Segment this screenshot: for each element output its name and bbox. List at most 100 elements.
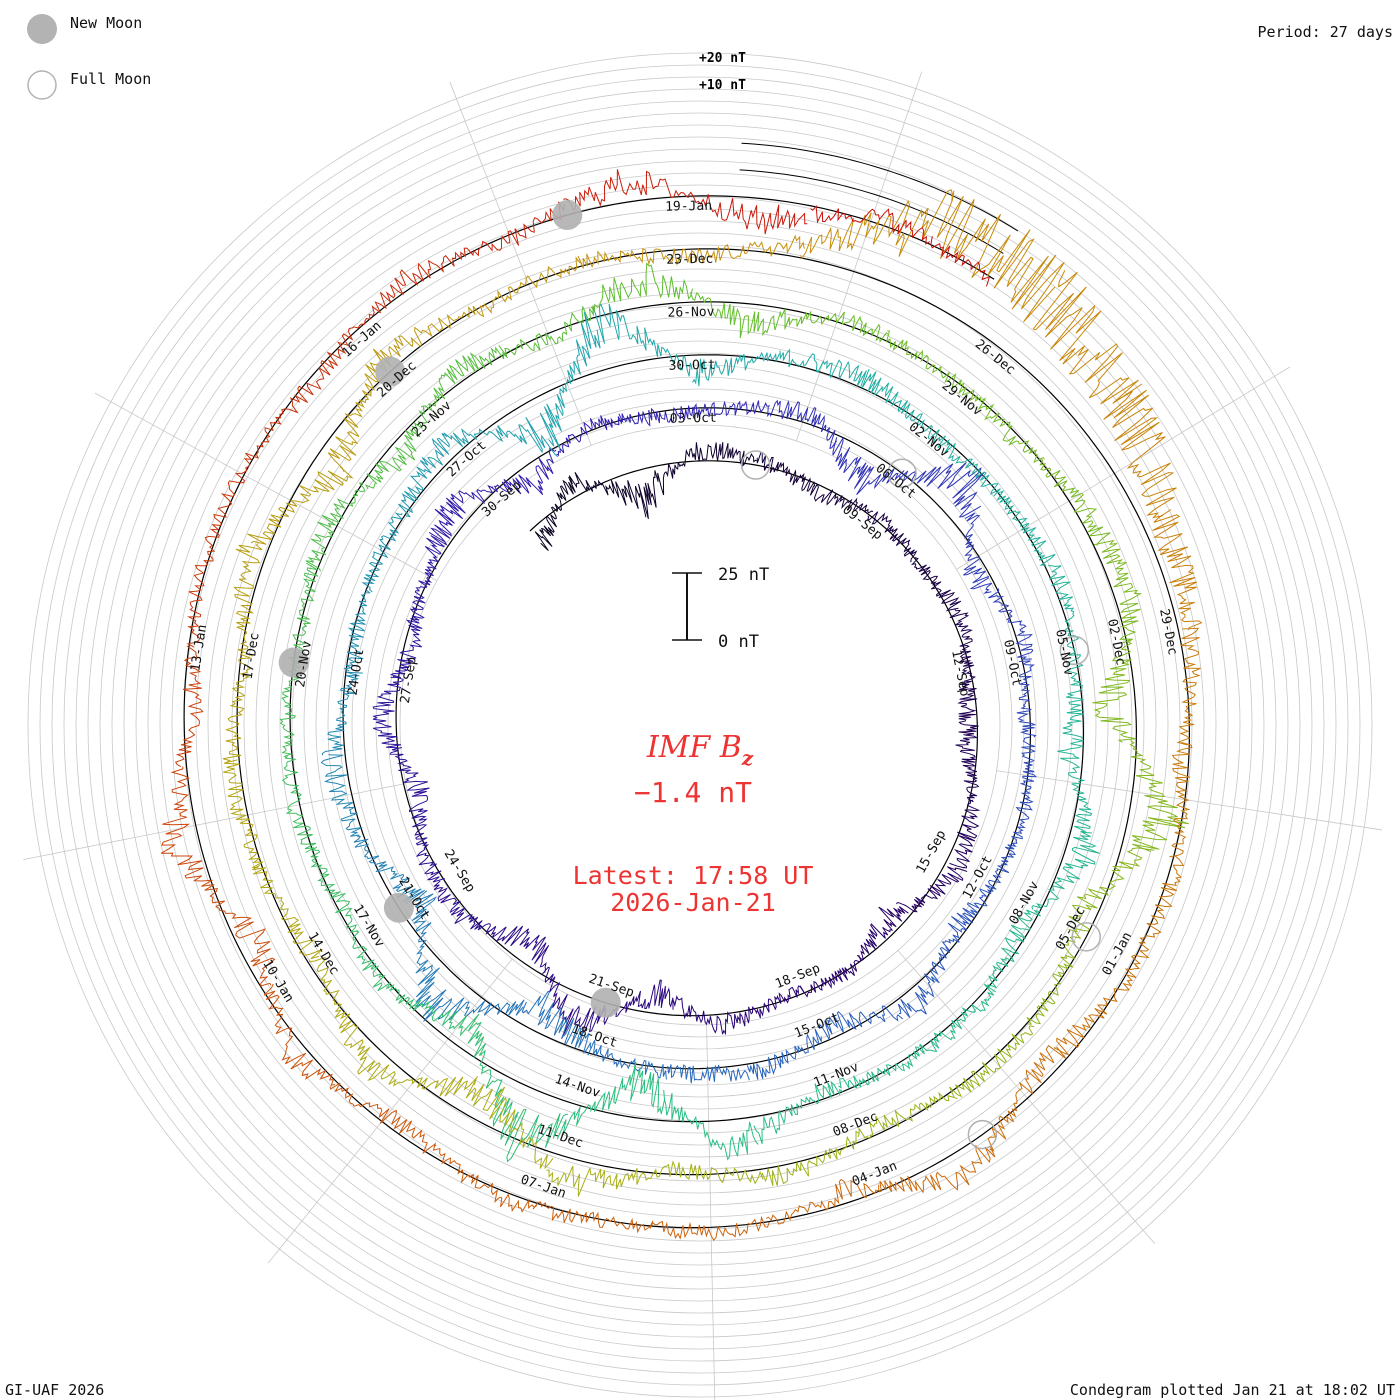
quantity-name: IMF B — [646, 730, 742, 765]
bz-trace-segment — [320, 754, 363, 837]
date-label: 30-Oct — [668, 358, 715, 374]
bz-trace-segment — [592, 303, 693, 377]
bz-trace-segment — [577, 248, 693, 269]
bz-trace-segment — [563, 169, 689, 211]
bz-trace-segment — [352, 930, 416, 1008]
grid-ring — [351, 376, 1049, 1074]
date-label: 07-Jan — [519, 1172, 568, 1201]
bz-trace-segment — [690, 292, 790, 339]
bz-trace-segment — [861, 368, 933, 440]
bz-trace-segment — [432, 1142, 538, 1213]
bz-trace-segment — [1062, 650, 1084, 739]
bz-trace-segment — [1053, 962, 1140, 1056]
bz-trace-segment — [955, 734, 980, 803]
new-moon-marker — [375, 356, 406, 387]
bz-trace-segment — [491, 447, 557, 495]
bz-trace-segment — [1031, 831, 1100, 910]
bz-trace-segment — [372, 305, 485, 367]
bz-trace-segment — [832, 437, 905, 496]
bz-trace-segment — [897, 946, 951, 1018]
bz-trace-segment — [327, 350, 388, 472]
new-moon-icon — [27, 14, 57, 44]
grid-spoke — [94, 392, 438, 582]
bz-trace-segment — [838, 1043, 925, 1089]
bz-trace-segment — [201, 884, 276, 987]
bz-trace-segment — [746, 1028, 822, 1080]
bz-trace-segment — [1048, 565, 1080, 651]
bz-trace-segment — [857, 1091, 958, 1140]
grid-ring — [243, 268, 1157, 1182]
bz-trace-segment — [389, 606, 425, 678]
moon-markers — [278, 200, 1102, 1150]
bz-trace-segment — [498, 305, 594, 357]
bz-trace-segment — [689, 234, 805, 265]
bz-trace-segment — [856, 906, 909, 961]
bz-trace-segment — [357, 1046, 477, 1097]
bz-trace-segment — [810, 204, 930, 245]
bz-trace-segment — [223, 759, 264, 869]
bz-trace-segment — [534, 476, 576, 551]
bz-trace-segment — [753, 1080, 844, 1144]
bz-trace-segment — [957, 670, 979, 737]
grid-ring — [63, 88, 1337, 1362]
bz-trace-segment — [996, 490, 1056, 567]
bz-trace-segment — [174, 645, 204, 768]
bz-trace-segment — [305, 482, 365, 572]
bz-trace-segment — [930, 429, 1001, 497]
date-label: 24-Oct — [345, 648, 367, 697]
quantity-title: IMF Bz — [646, 730, 754, 770]
bz-trace-segment — [568, 472, 641, 509]
grid-ring — [159, 184, 1241, 1266]
date-label: 03-Oct — [670, 411, 717, 427]
latest-date: 2026-Jan-21 — [610, 888, 776, 917]
footer-credit: GI-UAF 2026 — [5, 1381, 104, 1399]
bz-trace-segment — [590, 262, 693, 313]
bz-trace-segment — [321, 671, 363, 756]
bz-trace-segment — [663, 1089, 759, 1161]
new-moon-marker — [383, 892, 414, 923]
grid-spoke — [706, 1024, 716, 1400]
date-label: 23-Dec — [666, 252, 713, 268]
bz-trace-segment — [1039, 458, 1111, 546]
bz-trace-segment — [878, 1144, 996, 1194]
date-label: 02-Dec — [1104, 618, 1128, 667]
grid-ring — [111, 136, 1289, 1314]
bz-trace-segment — [756, 451, 816, 492]
bz-trace-segment — [799, 954, 862, 998]
grid-ring — [87, 112, 1313, 1338]
grid-ring — [123, 148, 1277, 1302]
bz-trace-segment — [1169, 742, 1193, 858]
quantity-subscript: z — [741, 746, 754, 770]
full-moon-marker — [740, 450, 771, 480]
bz-trace-segment — [1130, 855, 1185, 968]
bz-trace-segment — [817, 1005, 904, 1041]
bz-trace-segment — [1026, 929, 1082, 1025]
grid-ring — [315, 340, 1085, 1110]
grid-ring — [399, 424, 1001, 1026]
ref-level-label: +10 nT — [699, 78, 746, 93]
bz-trace-segment — [739, 985, 805, 1027]
date-label: 20-Nov — [293, 640, 315, 689]
grid-ring — [219, 244, 1181, 1206]
date-label: 27-Sep — [398, 656, 420, 705]
date-label: 19-Jan — [665, 199, 712, 215]
current-value: −1.4 nT — [634, 776, 752, 809]
bz-trace-segment — [288, 562, 319, 663]
grid-ring — [171, 196, 1229, 1254]
scale-top-label: 25 nT — [718, 565, 769, 585]
bz-trace-segment — [353, 835, 425, 905]
bz-trace-segment — [485, 925, 550, 973]
bz-trace-segment — [389, 747, 430, 819]
bz-trace-segment — [263, 983, 336, 1086]
bz-trace-segment — [398, 432, 450, 518]
bz-trace-segment — [949, 799, 981, 869]
ref-level-label: +20 nT — [699, 51, 746, 66]
bz-trace-segment — [987, 909, 1041, 989]
bz-trace-segment — [532, 1201, 654, 1234]
bz-trace-segment — [309, 956, 370, 1060]
bz-trace-segment — [428, 484, 494, 543]
bz-trace-segment — [1152, 509, 1203, 631]
bz-trace-segment — [478, 256, 583, 314]
bz-trace-segment — [420, 346, 509, 412]
bz-trace-segment — [364, 406, 428, 490]
